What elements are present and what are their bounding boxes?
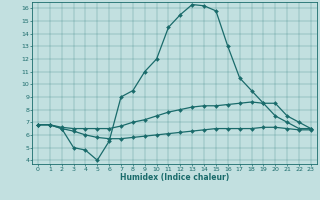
X-axis label: Humidex (Indice chaleur): Humidex (Indice chaleur) [120, 173, 229, 182]
